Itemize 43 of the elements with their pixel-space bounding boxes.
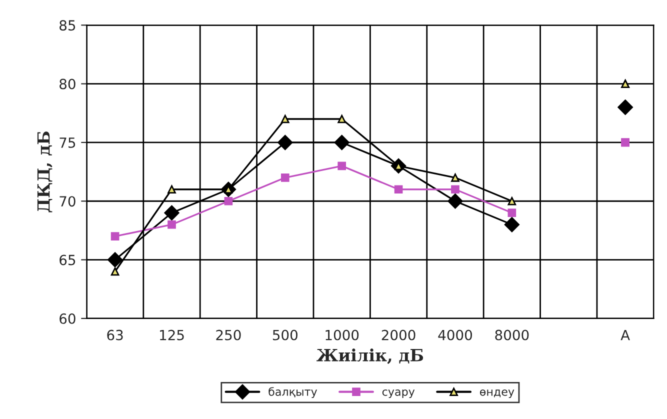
y-tick-label: 70 [60, 196, 76, 207]
point [338, 114, 346, 124]
x-tick-label: 250 [216, 330, 241, 340]
point [621, 80, 630, 88]
point [280, 114, 290, 124]
point [164, 205, 180, 220]
point [334, 134, 350, 150]
point [621, 138, 630, 147]
point [168, 185, 176, 194]
y-tick-label: 75 [60, 138, 76, 148]
x-tick-label: 125 [160, 330, 184, 340]
y-tick-label: 80 [60, 78, 76, 90]
point [394, 185, 403, 194]
y-tick-label: 65 [60, 254, 76, 266]
y-tick-label: 85 [60, 20, 76, 31]
y-tick-label: 60 [60, 313, 76, 324]
point [110, 267, 120, 276]
point [508, 208, 516, 218]
point [107, 252, 123, 268]
point [448, 194, 463, 209]
point [451, 185, 460, 194]
x-tick-label: 500 [272, 330, 298, 340]
point [451, 173, 460, 182]
point [508, 196, 516, 206]
point [280, 173, 290, 182]
point [504, 217, 520, 232]
x-tick-label: 63 [107, 330, 123, 340]
y-axis-title: ДҚД, дБ [37, 132, 52, 212]
point [168, 220, 176, 229]
legend-label: балқыту [268, 387, 318, 398]
point [278, 134, 293, 150]
point [110, 232, 120, 240]
point [338, 162, 346, 170]
x-axis-title: Жиілік, дБ [316, 348, 424, 364]
point [618, 100, 633, 115]
legend-label: суару [382, 390, 415, 398]
x-tick-label: 1000 [326, 330, 359, 340]
legend-label: өндеу [480, 390, 514, 398]
x-tick-label: 8000 [495, 330, 529, 340]
point [224, 196, 233, 206]
x-tick-label: A [620, 330, 630, 340]
x-tick-label: 4000 [438, 330, 472, 340]
x-tick-label: 2000 [382, 330, 416, 340]
